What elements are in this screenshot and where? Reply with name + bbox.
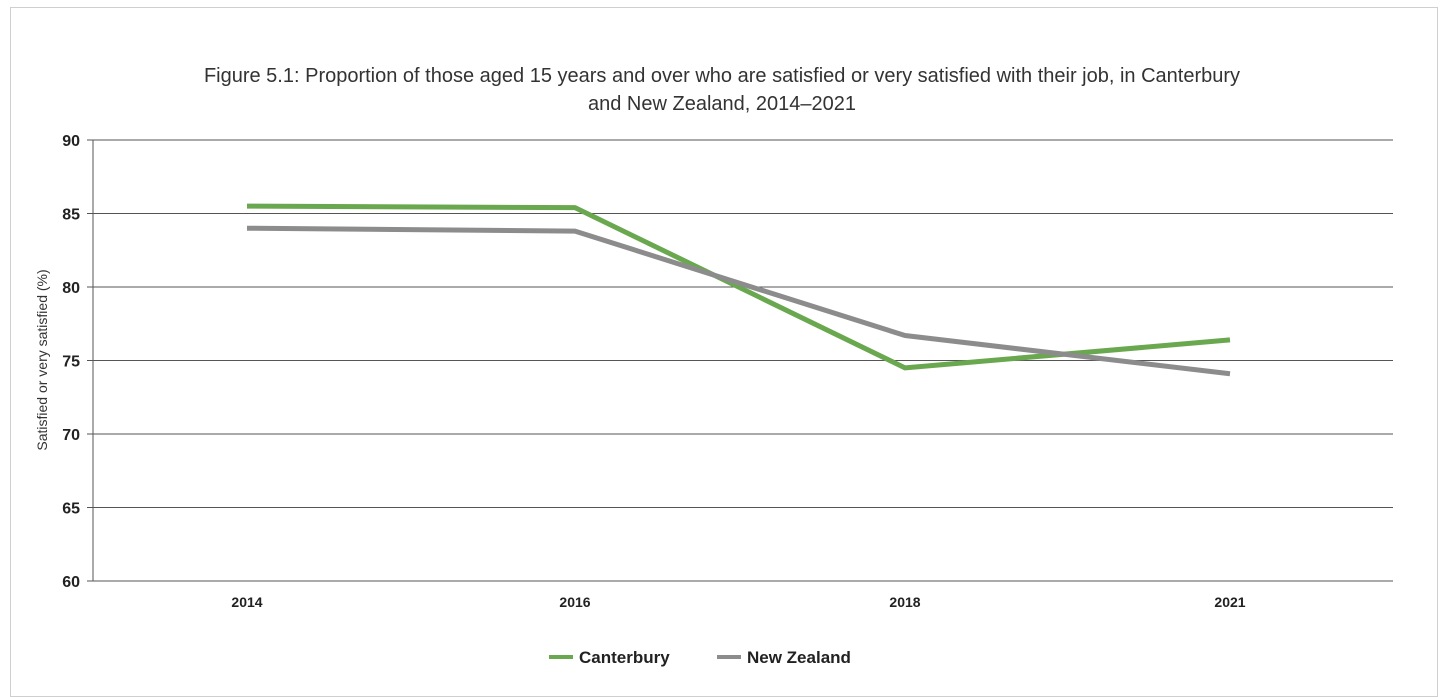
y-tick-labels: 60 65 70 75 80 85 90 (62, 133, 80, 591)
y-tick-label: 75 (62, 354, 80, 371)
x-tick-label: 2018 (889, 594, 920, 610)
y-tick-label: 65 (62, 501, 80, 518)
x-tick-label: 2014 (231, 594, 262, 610)
y-tick-label: 85 (62, 207, 80, 224)
series-lines (246, 203, 1231, 377)
chart-title: Figure 5.1: Proportion of those aged 15 … (0, 62, 1444, 118)
legend-label: New Zealand (747, 648, 851, 667)
y-tick-label: 90 (62, 133, 80, 150)
x-tick-label: 2016 (559, 594, 590, 610)
x-tick-label: 2021 (1214, 594, 1245, 610)
chart-title-line-2: and New Zealand, 2014–2021 (588, 93, 856, 115)
legend-label: Canterbury (579, 648, 670, 667)
x-tick-labels: 2014 2016 2018 2021 (231, 594, 1245, 610)
axes (87, 139, 1393, 582)
chart-frame (10, 7, 1438, 697)
y-axis-label: Satisfied or very satisfied (%) (34, 269, 50, 450)
y-tick-label: 60 (62, 574, 80, 591)
grid-lines (93, 139, 1393, 508)
series-line-new-zealand (246, 225, 1231, 377)
y-tick-label: 70 (62, 427, 80, 444)
y-tick-label: 80 (62, 280, 80, 297)
legend: Canterbury New Zealand (549, 648, 851, 667)
chart-title-line-1: Figure 5.1: Proportion of those aged 15 … (203, 65, 1241, 87)
